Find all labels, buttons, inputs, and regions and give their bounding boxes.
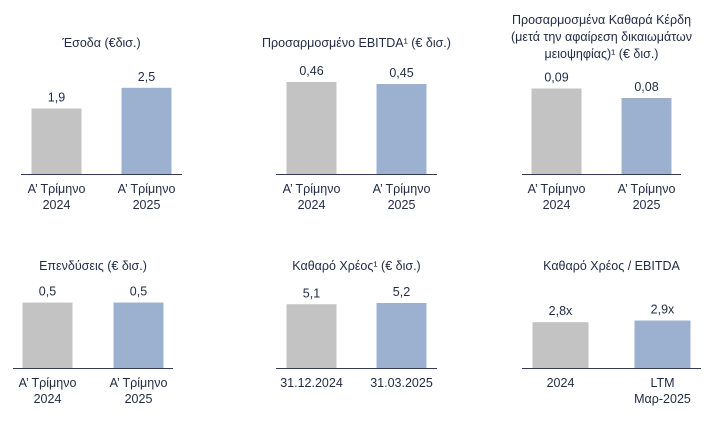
chart-title: Καθαρό Χρέος¹ (€ δισ.)	[292, 259, 420, 273]
chart-title: μειοψηφίας)¹ (€ δισ.)	[545, 47, 659, 61]
chart-title: Καθαρό Χρέος / EBITDA	[543, 259, 680, 273]
category-label: 31.03.2025	[370, 376, 433, 390]
data-label: 2,9x	[651, 303, 675, 317]
bar	[22, 302, 73, 368]
data-label: 0,09	[544, 71, 568, 85]
category-label: 31.12.2024	[280, 376, 343, 390]
data-label: 0,08	[634, 80, 658, 94]
category-label: Α’ Τρίμηνο	[110, 376, 168, 390]
bar	[113, 302, 164, 368]
data-label: 0,5	[130, 285, 147, 299]
category-label: LTM	[650, 376, 674, 390]
bar	[286, 82, 337, 174]
data-label: 2,5	[138, 70, 155, 84]
bar	[31, 108, 82, 174]
data-label: 2,8x	[549, 304, 573, 318]
category-label: 2024	[298, 198, 326, 212]
category-label: Α’ Τρίμηνο	[28, 182, 86, 196]
category-label: Α’ Τρίμηνο	[528, 182, 586, 196]
category-label: 2025	[633, 198, 661, 212]
category-label: 2024	[34, 392, 62, 406]
bar	[532, 322, 589, 368]
category-label: Α’ Τρίμηνο	[118, 182, 176, 196]
data-label: 0,46	[299, 64, 323, 78]
category-label: 2024	[543, 198, 571, 212]
chart-title: Έσοδα (€δισ.)	[61, 36, 140, 50]
category-label: Α’ Τρίμηνο	[373, 182, 431, 196]
bar	[376, 303, 427, 368]
data-label: 5,2	[393, 285, 410, 299]
data-label: 5,1	[303, 286, 320, 300]
bar	[286, 304, 337, 368]
category-label: 2024	[43, 198, 71, 212]
category-label: Α’ Τρίμηνο	[618, 182, 676, 196]
bar	[376, 84, 427, 174]
category-label: Μαρ-2025	[634, 392, 691, 406]
chart-title: Προσαρμοσμένα Καθαρά Κέρδη	[512, 13, 691, 27]
bar	[121, 87, 172, 174]
category-label: 2025	[125, 392, 153, 406]
category-label: 2025	[388, 198, 416, 212]
data-label: 1,9	[48, 90, 65, 104]
bar	[634, 320, 691, 368]
data-label: 0,45	[389, 66, 413, 80]
chart-title: (μετά την αφαίρεση δικαιωμάτων	[511, 30, 692, 44]
bar	[531, 88, 582, 174]
bar	[621, 98, 672, 174]
category-label: 2025	[133, 198, 161, 212]
category-label: Α’ Τρίμηνο	[19, 376, 77, 390]
category-label: 2024	[547, 376, 575, 390]
data-label: 0,5	[39, 285, 56, 299]
chart-title: Προσαρμοσμένο EBITDA¹ (€ δισ.)	[262, 36, 451, 50]
category-label: Α’ Τρίμηνο	[283, 182, 341, 196]
chart-title: Επενδύσεις (€ δισ.)	[39, 259, 147, 273]
